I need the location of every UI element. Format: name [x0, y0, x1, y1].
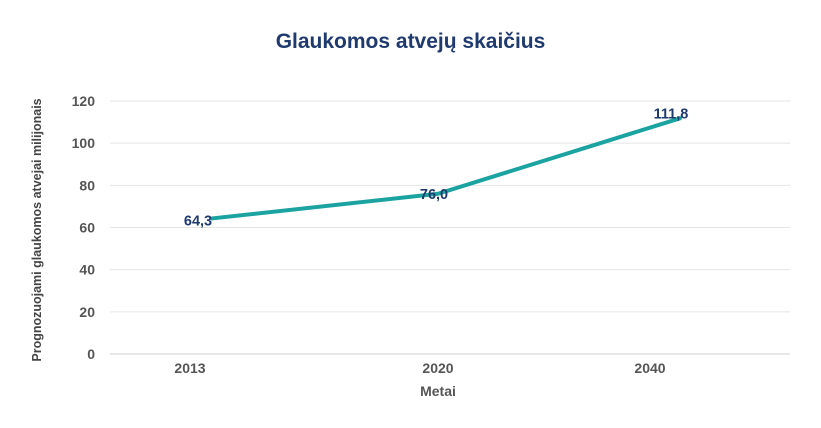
x-tick-label: 2013: [174, 360, 205, 376]
data-label: 111,8: [654, 106, 689, 122]
data-label: 76,0: [420, 187, 448, 203]
x-tick-label: 2020: [422, 360, 453, 376]
y-tick-label: 100: [72, 135, 96, 151]
series-line: [210, 116, 682, 221]
x-axis-label: Metai: [420, 383, 456, 399]
data-label: 64,3: [184, 213, 212, 229]
y-tick-label: 120: [72, 93, 96, 109]
y-tick-label: 0: [87, 346, 95, 362]
y-tick-label: 60: [79, 220, 95, 236]
y-tick-label: 80: [79, 177, 95, 193]
chart-title: Glaukomos atvejų skaičius: [275, 30, 546, 53]
y-tick-label: 40: [79, 262, 95, 278]
y-tick-label: 20: [79, 304, 95, 320]
x-tick-label: 2040: [634, 360, 665, 376]
